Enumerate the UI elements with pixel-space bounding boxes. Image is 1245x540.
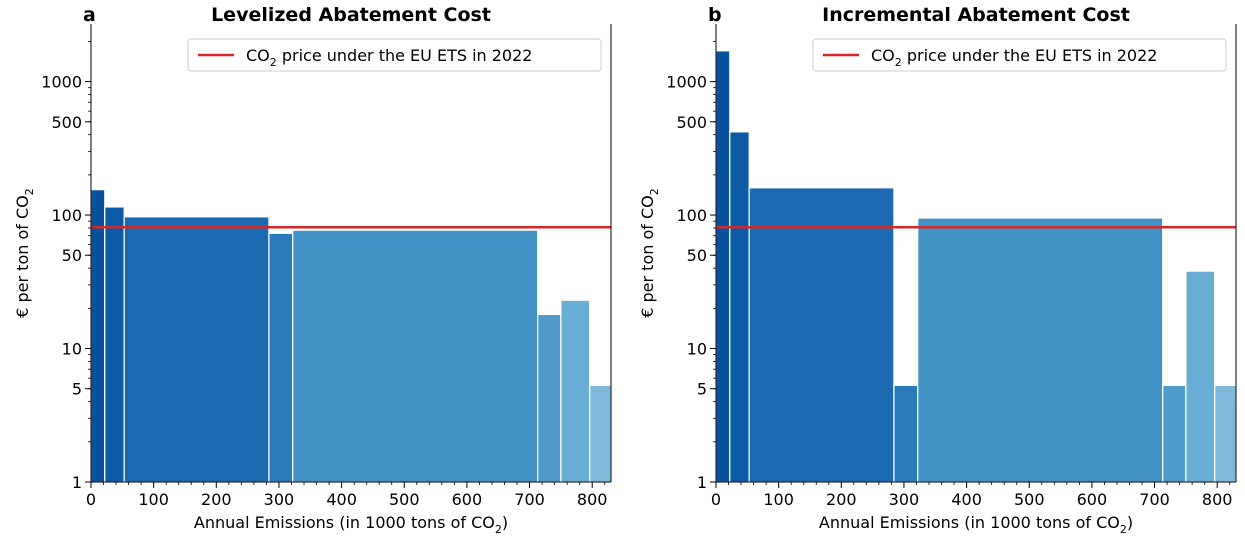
- x-tick-label: 100: [138, 490, 169, 509]
- legend-frame: [187, 38, 602, 72]
- bar-b-2: [748, 187, 895, 483]
- x-tick-label: 400: [951, 490, 982, 509]
- bar-b-5: [1162, 384, 1187, 483]
- y-tick-label: 1: [697, 473, 707, 492]
- x-tick-label: 600: [1077, 490, 1108, 509]
- y-tick-label: 10: [62, 340, 82, 359]
- y-tick-label: 5: [72, 380, 82, 399]
- x-tick-label: 300: [264, 490, 295, 509]
- bar-b-1: [729, 131, 750, 483]
- bar-b-6: [1185, 270, 1216, 483]
- x-axis-label: Annual Emissions (in 1000 tons of CO2): [819, 513, 1133, 536]
- bar-a-2: [123, 216, 270, 483]
- x-tick-label: 100: [763, 490, 794, 509]
- y-axis-label: € per ton of CO2: [638, 188, 661, 318]
- x-tick-label: 800: [577, 490, 608, 509]
- y-tick-label: 5: [697, 380, 707, 399]
- legend-label: CO2 price under the EU ETS in 2022: [246, 46, 532, 69]
- legend: CO2 price under the EU ETS in 2022: [812, 38, 1227, 72]
- x-tick-label: 700: [1139, 490, 1170, 509]
- x-tick-label: 500: [1014, 490, 1045, 509]
- y-tick-label: 1: [72, 473, 82, 492]
- y-tick-label: 100: [676, 206, 707, 225]
- x-tick-label: 700: [514, 490, 545, 509]
- panel-letter: a: [83, 4, 96, 26]
- bar-b-4: [917, 217, 1164, 483]
- y-tick-label: 100: [51, 206, 82, 225]
- chart-title: Incremental Abatement Cost: [822, 4, 1130, 26]
- x-tick-label: 0: [86, 490, 96, 509]
- panel-letter: b: [708, 4, 722, 26]
- bar-b-3: [893, 384, 919, 483]
- bar-a-6: [560, 299, 591, 483]
- x-tick-label: 600: [452, 490, 483, 509]
- panel-a: 1 5 10 50 100 500 1000 0 100 200 300 400 500 600 700 80…: [13, 4, 612, 536]
- y-tick-label: 500: [676, 113, 707, 132]
- bar-a-0: [90, 189, 106, 483]
- panel-b: 1 5 10 50 100 500 1000 0 100 200 300 400 500 600 700 80…: [638, 4, 1237, 536]
- legend-label: CO2 price under the EU ETS in 2022: [871, 46, 1157, 69]
- bar-a-7: [589, 384, 612, 483]
- bar-a-4: [292, 229, 539, 483]
- legend-frame: [812, 38, 1227, 72]
- x-tick-label: 300: [889, 490, 920, 509]
- x-tick-label: 400: [326, 490, 357, 509]
- chart-title: Levelized Abatement Cost: [211, 4, 491, 26]
- y-tick-label: 1000: [41, 73, 82, 92]
- legend: CO2 price under the EU ETS in 2022: [187, 38, 602, 72]
- bar-a-5: [537, 313, 562, 483]
- x-tick-label: 500: [389, 490, 420, 509]
- y-tick-label: 50: [62, 246, 82, 265]
- x-axis-label: Annual Emissions (in 1000 tons of CO2): [194, 513, 508, 536]
- bar-a-1: [104, 206, 125, 483]
- y-axis-label: € per ton of CO2: [13, 188, 36, 318]
- y-tick-label: 10: [687, 340, 707, 359]
- bar-a-3: [268, 232, 294, 483]
- x-tick-label: 800: [1202, 490, 1233, 509]
- x-tick-label: 200: [826, 490, 857, 509]
- x-tick-label: 200: [201, 490, 232, 509]
- bar-b-0: [715, 50, 731, 483]
- y-tick-label: 500: [51, 113, 82, 132]
- x-tick-label: 0: [711, 490, 721, 509]
- y-tick-label: 1000: [666, 73, 707, 92]
- bar-b-7: [1214, 384, 1237, 483]
- y-tick-label: 50: [687, 246, 707, 265]
